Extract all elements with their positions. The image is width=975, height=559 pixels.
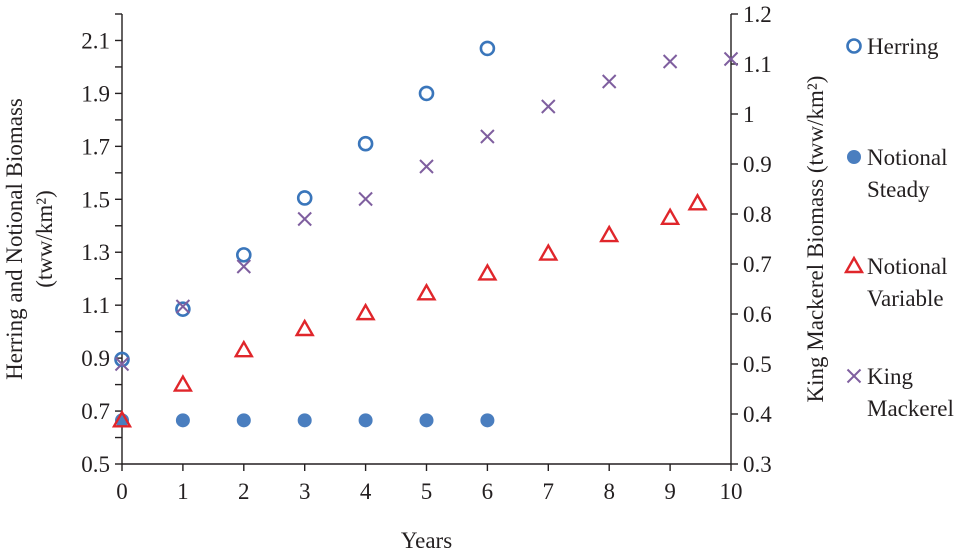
data-point [236, 247, 252, 263]
data-point [479, 40, 496, 57]
data-point [419, 159, 434, 174]
y-axis-left-title-line: (tww/km²) [32, 190, 57, 288]
series-0 [114, 40, 496, 368]
series-3 [114, 51, 739, 372]
legend-label: Mackerel [867, 396, 954, 421]
y-tick-label-left: 0.5 [81, 452, 110, 477]
data-point [662, 54, 678, 69]
data-point [358, 413, 373, 428]
y-tick-label-right: 0.3 [743, 452, 772, 477]
legend-marker [846, 368, 862, 384]
x-tick-label: 9 [664, 479, 676, 504]
data-point [477, 262, 498, 281]
legend-label: Steady [867, 177, 930, 202]
data-point [233, 339, 254, 358]
x-axis-title: Years [401, 528, 452, 553]
x-tick-label: 5 [421, 479, 433, 504]
y-tick-label-right: 0.5 [743, 352, 772, 377]
x-tick-label: 4 [360, 479, 372, 504]
y-tick-label-right: 1.2 [743, 2, 772, 27]
legend-label: King [867, 364, 914, 389]
legend-marker [843, 255, 865, 274]
data-marks [111, 40, 739, 428]
legend-item: Notional Variable [843, 254, 948, 311]
x-tick-label: 2 [238, 479, 250, 504]
y-tick-label-right: 1.1 [743, 52, 772, 77]
data-point [236, 413, 251, 428]
data-point [723, 51, 739, 67]
data-point [355, 302, 376, 321]
data-point [175, 301, 191, 317]
data-point [418, 85, 435, 102]
data-point [297, 413, 312, 428]
y-axis-right-title: King Mackerel Biomass (tww/km²) [803, 76, 828, 403]
y-axis-left-title-line: Herring and Notional Biomass [2, 98, 27, 380]
data-point [114, 351, 130, 368]
series-2 [111, 192, 708, 428]
x-tick-label: 3 [299, 479, 311, 504]
legend-label: Notional [867, 145, 948, 170]
x-tick-label: 8 [603, 479, 615, 504]
series-1 [115, 413, 495, 428]
data-point [175, 413, 190, 428]
legend-label: Herring [867, 34, 939, 59]
data-point [480, 129, 495, 144]
data-point [687, 192, 708, 211]
data-point [358, 191, 373, 207]
data-point [357, 135, 374, 152]
data-point [601, 74, 617, 89]
legend-marker [847, 150, 861, 164]
data-point [660, 207, 681, 226]
legend-item: King Mackerel [846, 364, 954, 421]
legend-label: Variable [867, 286, 944, 311]
data-point [416, 282, 437, 301]
y-tick-label-left: 1.1 [81, 293, 110, 318]
data-point [419, 413, 434, 428]
data-point [297, 211, 312, 227]
x-tick-label: 1 [177, 479, 189, 504]
legend-item: Notional Steady [847, 145, 948, 202]
data-point [236, 259, 252, 274]
data-point [172, 374, 193, 392]
axes: 0 1 2 3 4 5 6 7 8 9 10 0.5 0.7 0.9 1.1 1.3 1.5 1.7 1.9 2.1 0… [2, 2, 828, 553]
legend-label: Notional [867, 254, 948, 279]
legend-item: Herring [846, 34, 939, 59]
y-tick-label-right: 0.9 [743, 152, 772, 177]
x-tick-label: 0 [116, 479, 128, 504]
y-tick-label-right: 0.8 [743, 202, 772, 227]
y-tick-label-left: 0.9 [81, 346, 110, 371]
data-point [294, 318, 315, 337]
data-point [111, 409, 133, 428]
legend: Herring Notional Steady Notional Variable Kin… [843, 34, 954, 421]
data-point [480, 413, 495, 428]
y-tick-label-left: 0.7 [81, 399, 110, 424]
data-point [296, 190, 313, 206]
y-tick-label-left: 1.3 [81, 240, 110, 265]
data-point [541, 99, 556, 114]
y-tick-label-right: 0.4 [743, 402, 772, 427]
legend-marker [846, 38, 862, 54]
data-point [538, 243, 559, 261]
x-tick-label: 10 [720, 479, 743, 504]
y-tick-label-right: 0.7 [743, 252, 772, 277]
x-tick-label: 7 [543, 479, 555, 504]
y-axis-left-title: Herring and Notional Biomass (tww/km²) [2, 98, 57, 380]
data-point [175, 299, 191, 314]
x-tick-label: 6 [482, 479, 494, 504]
data-point [599, 224, 620, 243]
y-tick-label-left: 1.5 [81, 187, 110, 212]
data-point [114, 356, 130, 372]
y-tick-label-left: 1.9 [81, 81, 110, 106]
y-tick-label-right: 1 [743, 102, 755, 127]
y-tick-label-right: 0.6 [743, 302, 772, 327]
y-tick-label-left: 2.1 [81, 28, 110, 53]
y-tick-label-left: 1.7 [81, 134, 110, 159]
